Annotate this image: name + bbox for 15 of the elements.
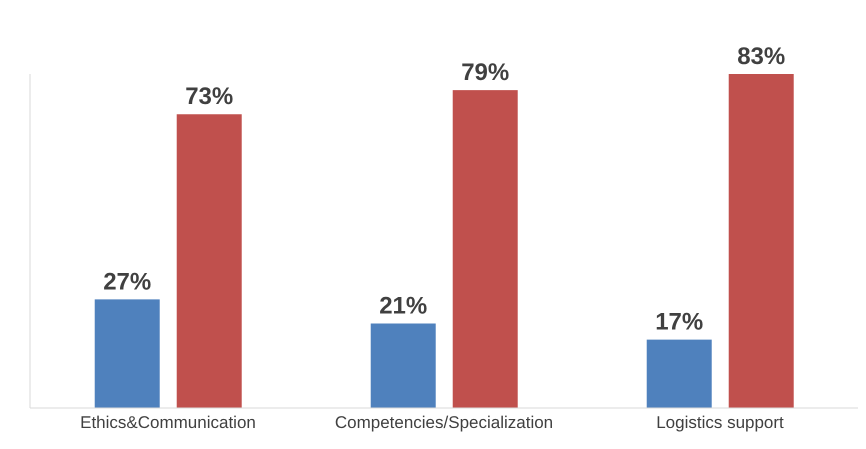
data-label: 83% (737, 43, 786, 70)
data-label: 27% (103, 268, 152, 296)
data-label: 21% (379, 292, 428, 320)
x-tick-label: Competencies/Specialization (334, 413, 554, 432)
data-label: 79% (461, 59, 510, 86)
data-label: 73% (185, 83, 234, 110)
bar (452, 90, 518, 408)
bar (176, 114, 242, 408)
bar (646, 340, 712, 408)
x-tick-label: Logistics support (656, 413, 784, 432)
x-tick-label: Ethics&Communication (80, 413, 256, 432)
bar (728, 74, 794, 408)
data-label: 17% (655, 308, 704, 336)
bar (94, 299, 160, 408)
bar (370, 323, 436, 408)
